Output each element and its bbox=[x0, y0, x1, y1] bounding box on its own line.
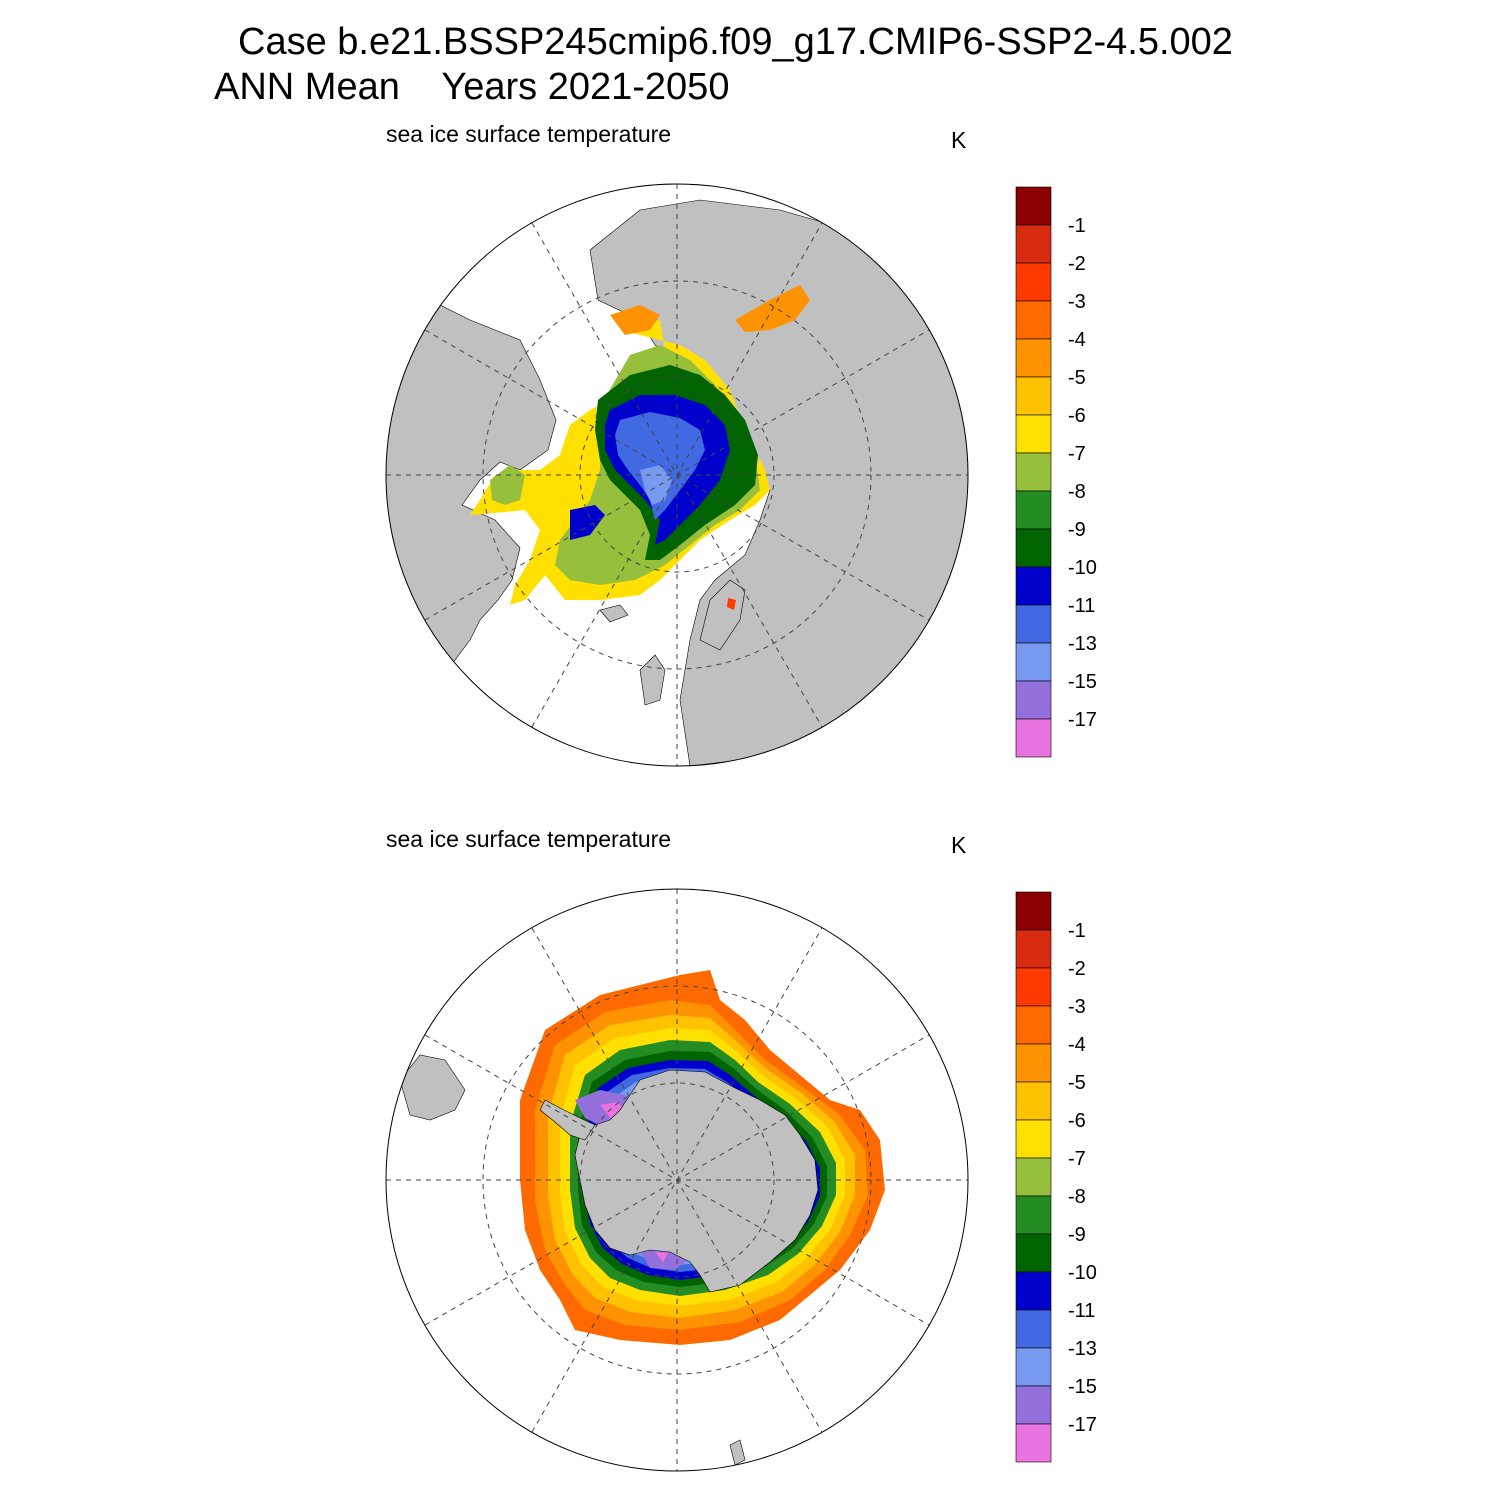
north-colorbar-swatch-9 bbox=[1015, 528, 1052, 568]
land-mass bbox=[639, 654, 666, 706]
north-map-border bbox=[385, 183, 969, 767]
south-colorbar: -1 -2 -3 -4 -5 -6 -7 -8 -9 -10 -11 -13 -15 -17 bbox=[1015, 891, 1097, 1463]
north-colorbar-swatch-12 bbox=[1015, 642, 1052, 682]
south-units-label: K bbox=[951, 832, 967, 858]
south-colorbar-label-13: -17 bbox=[1068, 1414, 1097, 1436]
north-variable-label: sea ice surface temperature bbox=[386, 121, 672, 147]
south-colorbar-swatch-5 bbox=[1015, 1081, 1052, 1121]
south-colorbar-label-4: -5 bbox=[1068, 1072, 1086, 1094]
north-colorbar-swatch-5 bbox=[1015, 376, 1052, 416]
south-map-border bbox=[385, 888, 969, 1472]
north-colorbar-swatch-6 bbox=[1015, 414, 1052, 454]
south-colorbar-label-3: -4 bbox=[1068, 1034, 1086, 1056]
north-colorbar-swatch-13 bbox=[1015, 680, 1052, 720]
south-colorbar-label-9: -10 bbox=[1068, 1262, 1097, 1284]
south-colorbar-label-2: -3 bbox=[1068, 996, 1086, 1018]
north-graticule bbox=[386, 184, 968, 766]
south-colorbar-swatch-10 bbox=[1015, 1271, 1052, 1311]
north-colorbar-swatch-10 bbox=[1015, 566, 1052, 606]
north-colorbar-label-4: -5 bbox=[1068, 367, 1086, 389]
north-ice-baltic bbox=[727, 598, 736, 610]
north-colorbar: -1 -2 -3 -4 -5 -6 -7 -8 -9 -10 -11 -13 -15 -17 bbox=[1015, 186, 1097, 758]
north-colorbar-label-6: -7 bbox=[1068, 443, 1086, 465]
north-colorbar-label-10: -11 bbox=[1068, 595, 1095, 617]
north-colorbar-label-8: -9 bbox=[1068, 519, 1086, 541]
north-sea-ice bbox=[470, 285, 810, 610]
north-colorbar-swatch-0 bbox=[1015, 186, 1052, 226]
south-colorbar-swatch-0 bbox=[1015, 891, 1052, 931]
south-colorbar-swatch-13 bbox=[1015, 1385, 1052, 1425]
south-colorbar-label-12: -15 bbox=[1068, 1376, 1097, 1398]
south-colorbar-label-1: -2 bbox=[1068, 958, 1086, 980]
north-colorbar-swatch-8 bbox=[1015, 490, 1052, 530]
north-colorbar-label-5: -6 bbox=[1068, 405, 1086, 427]
north-colorbar-label-12: -15 bbox=[1068, 671, 1097, 693]
north-colorbar-swatch-3 bbox=[1015, 300, 1052, 340]
south-colorbar-swatch-2 bbox=[1015, 967, 1052, 1007]
south-colorbar-label-6: -7 bbox=[1068, 1148, 1086, 1170]
north-colorbar-swatch-4 bbox=[1015, 338, 1052, 378]
north-colorbar-label-7: -8 bbox=[1068, 481, 1086, 503]
north-colorbar-swatch-14 bbox=[1015, 718, 1052, 758]
south-ice-ross-coldest bbox=[655, 1252, 668, 1262]
south-polar-map bbox=[385, 888, 969, 1472]
south-colorbar-swatch-1 bbox=[1015, 929, 1052, 969]
north-colorbar-label-9: -10 bbox=[1068, 557, 1097, 579]
north-units-label: K bbox=[951, 127, 967, 153]
south-colorbar-label-8: -9 bbox=[1068, 1224, 1086, 1246]
south-colorbar-swatch-3 bbox=[1015, 1005, 1052, 1045]
south-colorbar-swatch-9 bbox=[1015, 1233, 1052, 1273]
north-colorbar-label-1: -2 bbox=[1068, 253, 1086, 275]
south-colorbar-label-11: -13 bbox=[1068, 1338, 1097, 1360]
south-colorbar-swatch-12 bbox=[1015, 1347, 1052, 1387]
figure-title-case: Case b.e21.BSSP245cmip6.f09_g17.CMIP6-SS… bbox=[238, 21, 1233, 63]
south-variable-label: sea ice surface temperature bbox=[386, 826, 672, 852]
north-colorbar-label-13: -17 bbox=[1068, 709, 1097, 731]
south-graticule bbox=[386, 889, 968, 1471]
south-colorbar-swatch-8 bbox=[1015, 1195, 1052, 1235]
land-mass bbox=[539, 1099, 596, 1141]
north-ice-baffin bbox=[570, 505, 605, 540]
south-colorbar-swatch-11 bbox=[1015, 1309, 1052, 1349]
north-colorbar-label-2: -3 bbox=[1068, 291, 1086, 313]
north-polar-map bbox=[385, 183, 969, 767]
north-colorbar-swatch-1 bbox=[1015, 224, 1052, 264]
south-colorbar-swatch-6 bbox=[1015, 1119, 1052, 1159]
south-colorbar-label-7: -8 bbox=[1068, 1186, 1086, 1208]
south-colorbar-label-5: -6 bbox=[1068, 1110, 1086, 1132]
land-mass bbox=[599, 604, 629, 623]
north-colorbar-label-11: -13 bbox=[1068, 633, 1097, 655]
south-colorbar-swatch-14 bbox=[1015, 1423, 1052, 1463]
north-colorbar-swatch-11 bbox=[1015, 604, 1052, 644]
south-colorbar-label-10: -11 bbox=[1068, 1300, 1095, 1322]
south-colorbar-label-0: -1 bbox=[1068, 920, 1086, 942]
north-colorbar-label-0: -1 bbox=[1068, 215, 1086, 237]
north-colorbar-swatch-7 bbox=[1015, 452, 1052, 492]
north-colorbar-label-3: -4 bbox=[1068, 329, 1086, 351]
land-mass bbox=[729, 1439, 746, 1466]
land-mass bbox=[399, 1054, 466, 1121]
land-mass bbox=[699, 579, 746, 651]
south-land-outer bbox=[399, 1054, 746, 1466]
north-ice-bering bbox=[610, 305, 660, 335]
south-colorbar-swatch-4 bbox=[1015, 1043, 1052, 1083]
south-colorbar-swatch-7 bbox=[1015, 1157, 1052, 1197]
figure-title-period: ANN Mean Years 2021-2050 bbox=[214, 66, 730, 108]
north-colorbar-swatch-2 bbox=[1015, 262, 1052, 302]
